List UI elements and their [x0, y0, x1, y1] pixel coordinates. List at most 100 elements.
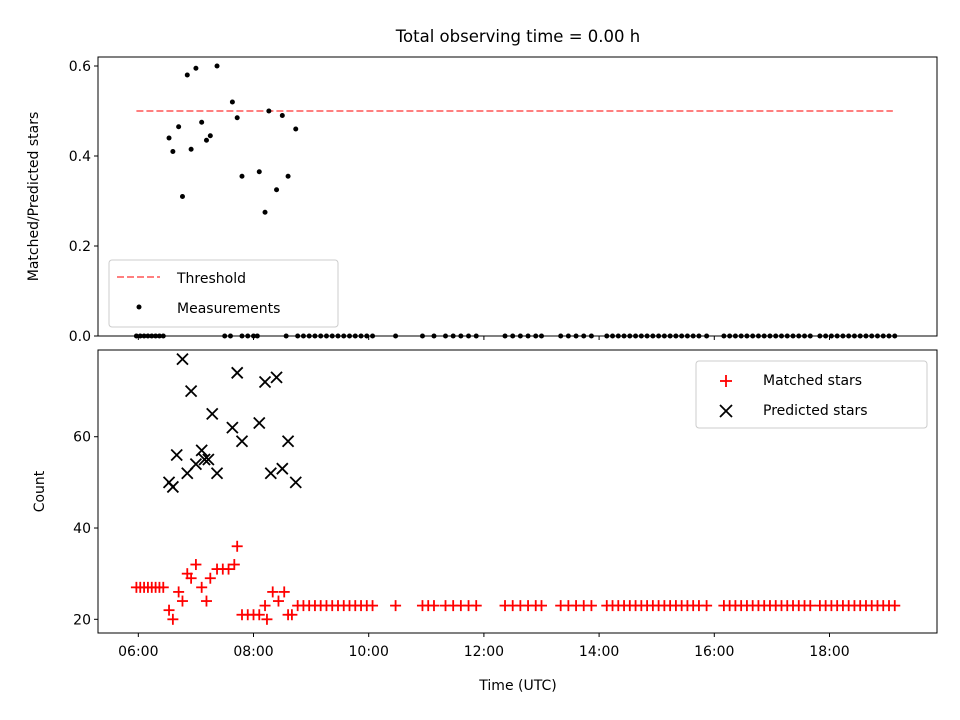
measurement-point [293, 126, 299, 132]
predicted-legend-label: Predicted stars [763, 403, 868, 419]
predicted-star-marker [258, 375, 272, 389]
x-tick-label: 16:00 [694, 644, 734, 660]
predicted-star-stroke [258, 375, 272, 389]
matched-star-marker [272, 595, 284, 607]
x-tick-label: 18:00 [809, 644, 849, 660]
measurement-point [166, 135, 172, 141]
matched-star-marker [253, 609, 265, 621]
x-tick-label: 06:00 [118, 644, 158, 660]
predicted-star-marker [253, 416, 266, 430]
matched-star-marker [231, 540, 243, 552]
measurement-point [256, 169, 262, 175]
matched-star-marker [585, 600, 597, 612]
predicted-star-stroke [264, 467, 277, 480]
top-y-ticks: 0.0 0.2 0.4 0.6 [69, 59, 98, 345]
measurements-legend-swatch [136, 304, 142, 310]
predicted-star-marker [198, 453, 211, 466]
matched-star-marker [185, 572, 197, 584]
top-y-tick-label: 0.4 [69, 149, 91, 165]
predicted-star-marker [289, 476, 302, 489]
x-axis-label: Time (UTC) [478, 678, 556, 694]
matched-star-marker [470, 600, 482, 612]
bottom-panel: 20 40 60 06:00 08:00 10:00 12:00 14:00 16:00 18:… [32, 349, 938, 694]
bottom-y-ticks: 20 40 60 [73, 430, 98, 628]
bottom-x-ticks: 06:00 08:00 10:00 12:00 14:00 16:00 18:00 [118, 633, 850, 660]
predicted-star-stroke [281, 435, 295, 448]
top-panel: Total observing time = 0.00 h 0.00.20.40… [26, 27, 938, 345]
matched-star-marker [286, 609, 298, 621]
predicted-star-marker [264, 467, 277, 480]
predicted-star-marker [226, 421, 239, 434]
matched-star-marker [163, 604, 175, 616]
matched-star-marker [267, 586, 279, 598]
bottom-y-tick-label: 40 [73, 521, 91, 537]
measurement-point [214, 63, 220, 69]
predicted-star-stroke [253, 416, 266, 430]
measurement-point [193, 65, 199, 71]
bottom-y-tick-label: 60 [73, 430, 91, 446]
measurement-point [179, 194, 185, 199]
matched-star-marker [157, 581, 169, 593]
bottom-axes-frame [97, 349, 938, 634]
predicted-star-stroke [170, 448, 183, 462]
predicted-star-stroke [206, 407, 219, 421]
predicted-star-stroke [226, 421, 239, 434]
measurement-point [229, 99, 235, 105]
predicted-star-stroke [202, 453, 215, 466]
predicted-star-stroke [276, 462, 289, 475]
matched-star-marker [259, 600, 271, 612]
predicted-star-marker [170, 448, 183, 462]
measurement-point [176, 124, 182, 130]
measurement-point [199, 119, 205, 125]
matched-star-marker [535, 600, 547, 612]
measurement-point [262, 209, 268, 215]
measurement-point [279, 113, 285, 118]
top-y-axis-label: Matched/Predicted stars [26, 112, 42, 282]
matched-star-marker [173, 586, 185, 598]
measurement-point [184, 72, 190, 78]
predicted-star-marker [184, 384, 198, 398]
bottom-legend: Matched stars Predicted stars [695, 360, 928, 429]
measurement-point [234, 115, 240, 121]
predicted-star-marker [231, 366, 244, 379]
predicted-star-marker [206, 407, 219, 421]
predicted-star-stroke [166, 480, 180, 494]
matched-stars-layer [130, 540, 901, 625]
measurements-legend-label: Measurements [177, 301, 280, 317]
matched-star-marker [196, 581, 208, 593]
predicted-star-marker [176, 352, 189, 366]
measurement-point [274, 187, 280, 193]
predicted-star-stroke [198, 453, 211, 466]
predicted-star-marker [189, 457, 203, 471]
measurement-point [239, 173, 245, 179]
top-x-ticks [137, 336, 830, 340]
predicted-star-marker [166, 480, 180, 494]
x-tick-label: 08:00 [233, 644, 273, 660]
top-y-tick-label: 0.2 [69, 239, 91, 255]
matched-star-marker [204, 572, 216, 584]
measurement-point [266, 108, 272, 114]
matched-star-marker [701, 600, 713, 612]
predicted-star-stroke [195, 444, 208, 457]
matched-star-marker [390, 600, 402, 612]
predicted-star-stroke [231, 366, 244, 379]
matched-star-marker [228, 559, 240, 571]
bottom-y-axis-label: Count [32, 470, 48, 512]
chart-title: Total observing time = 0.00 h [395, 27, 640, 46]
predicted-star-stroke [210, 467, 224, 480]
matched-star-marker [278, 586, 290, 598]
matched-star-marker [428, 600, 440, 612]
predicted-star-stroke [289, 476, 302, 489]
predicted-star-marker [210, 467, 224, 480]
top-legend-box [108, 259, 339, 328]
predicted-star-stroke [270, 371, 283, 384]
threshold-legend-label: Threshold [176, 271, 246, 287]
predicted-stars-layer [162, 352, 302, 494]
predicted-legend-swatch [719, 404, 733, 418]
matched-legend-label: Matched stars [763, 373, 862, 389]
matched-star-marker [889, 600, 901, 612]
matched-star-marker [367, 600, 379, 612]
predicted-star-marker [276, 462, 289, 475]
